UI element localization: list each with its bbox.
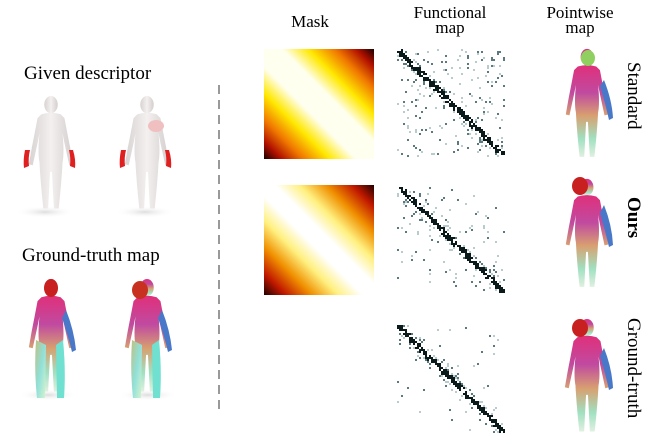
given-descriptor-label: Given descriptor [24, 63, 152, 84]
mask-ours [264, 185, 374, 295]
header-functional-map: Functional map [390, 3, 510, 37]
descriptor-figure-1 [23, 95, 76, 209]
ground-truth-figure-2 [124, 278, 172, 398]
mask-standard [264, 49, 374, 159]
header-functional-map-line2: map [435, 18, 465, 37]
functional-map-ours [397, 187, 505, 293]
header-pointwise-map-line2: map [565, 18, 595, 37]
ground-truth-figure-1 [28, 278, 76, 398]
functional-map-standard [397, 49, 505, 157]
header-pointwise-map-line1: Pointwise [546, 3, 614, 22]
header-pointwise-map: Pointwise map [530, 3, 630, 37]
functional-map-ground-truth [397, 325, 505, 433]
pointwise-figure-ours [565, 177, 613, 287]
header-mask: Mask [291, 12, 329, 31]
row-label-ground-truth: Ground-truth [623, 318, 644, 419]
row-label-standard: Standard [623, 62, 644, 130]
pointwise-figure-standard [565, 48, 613, 157]
pointwise-figure-ground-truth [564, 318, 613, 432]
ground-truth-map-label: Ground-truth map [22, 245, 160, 266]
row-label-ours: Ours [623, 197, 644, 239]
descriptor-figure-2 [119, 95, 172, 209]
header-functional-map-line1: Functional [413, 3, 487, 22]
